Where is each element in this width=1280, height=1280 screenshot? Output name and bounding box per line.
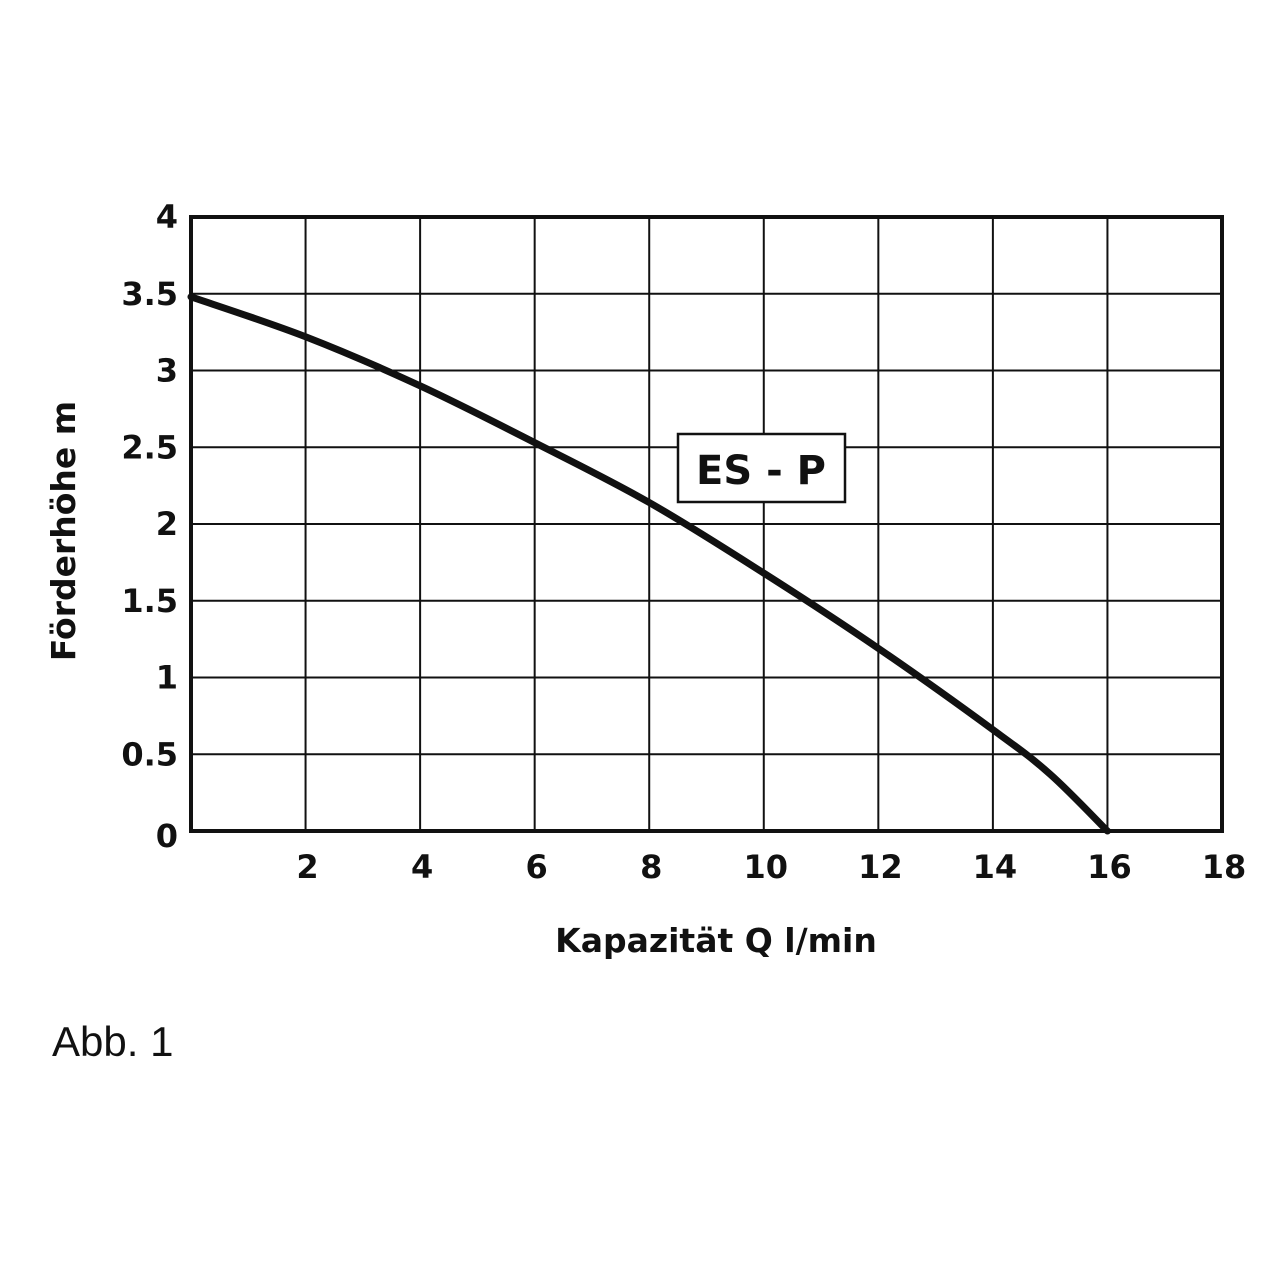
- x-tick-label-6: 6: [526, 848, 548, 886]
- y-tick-label-2-5: 2.5: [121, 428, 178, 466]
- x-tick-label-12: 12: [858, 848, 903, 886]
- y-tick-label-3: 3: [156, 352, 178, 390]
- x-tick-label-8: 8: [640, 848, 662, 886]
- figure-caption: Abb. 1: [52, 1018, 174, 1065]
- x-axis-title: Kapazität Q l/min: [555, 921, 877, 960]
- y-tick-label-3-5: 3.5: [121, 275, 178, 313]
- plot-frame: [189, 215, 1224, 833]
- y-tick-label-1-5: 1.5: [121, 582, 178, 620]
- y-axis-ticks: 0 0.5 1 1.5 2 2.5 3 3.5 4: [121, 198, 178, 855]
- y-tick-label-0-5: 0.5: [121, 735, 178, 773]
- y-axis-title: Förderhöhe m: [44, 401, 83, 661]
- x-tick-label-18: 18: [1202, 848, 1247, 886]
- x-tick-label-10: 10: [744, 848, 789, 886]
- series-label: ES - P: [696, 448, 826, 494]
- y-tick-label-2: 2: [156, 505, 178, 543]
- series-label-box: ES - P: [676, 432, 847, 504]
- y-tick-label-1: 1: [156, 659, 178, 697]
- series-line-es-p: [187, 293, 1111, 835]
- x-tick-label-4: 4: [411, 848, 433, 886]
- y-tick-label-0: 0: [156, 817, 178, 855]
- y-tick-label-4: 4: [156, 198, 178, 236]
- x-tick-label-16: 16: [1087, 848, 1132, 886]
- x-tick-label-14: 14: [973, 848, 1018, 886]
- x-tick-label-2: 2: [296, 848, 318, 886]
- grid: [191, 217, 1222, 831]
- x-axis-ticks: 2 4 6 8 10 12 14 16 18: [296, 848, 1246, 886]
